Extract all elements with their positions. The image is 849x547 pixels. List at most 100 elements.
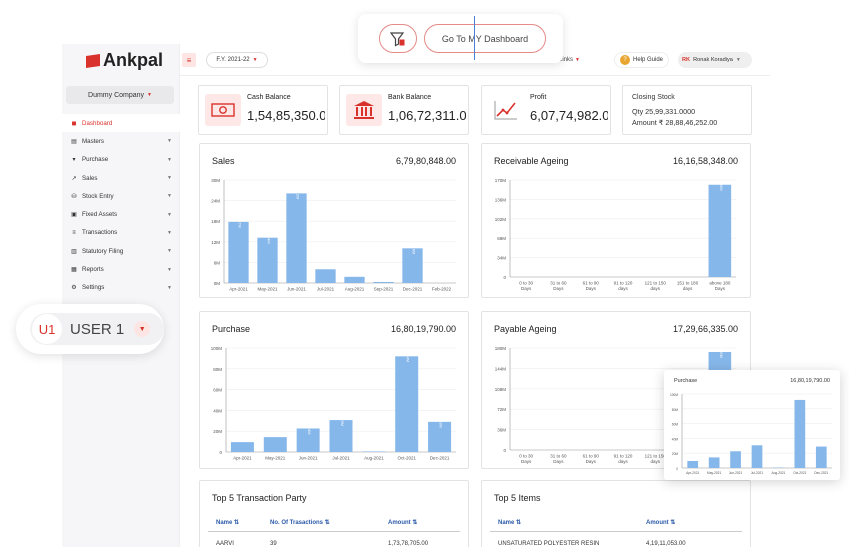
chevron-down-icon: ▼: [575, 57, 580, 63]
sidebar-item-label: Statutory Filing: [82, 247, 124, 255]
profile-menu[interactable]: RK Ronak Koradiya ▼: [678, 52, 752, 68]
y-tick-label: 34M: [497, 256, 506, 261]
x-tick-label: Jun-2021: [287, 287, 306, 292]
fiscal-year-selector[interactable]: F.Y. 2021-22 ▼: [206, 52, 268, 68]
top-items-card: Top 5 Items Name ⇅ Amount ⇅ UNSATURATED …: [481, 480, 751, 547]
y-tick-label: 100M: [211, 346, 223, 351]
dashboard-icon: ◼: [71, 120, 77, 127]
data-label: 13.24M: [267, 230, 272, 244]
sidebar-item-stock-entry[interactable]: ⛁ Stock Entry ▼: [62, 187, 180, 205]
sales-chart-svg: 0M 6M 12M 18M 24M 30M 17.87M Apr-2021 13.24M May-…: [211, 178, 456, 292]
x-tick-label: days: [651, 459, 661, 464]
y-tick-label: 72M: [497, 407, 506, 412]
bar: [263, 437, 287, 452]
filter-button[interactable]: [379, 24, 417, 53]
profile-avatar: RK: [682, 57, 691, 63]
user-switcher[interactable]: U1 USER 1 ▼: [16, 304, 164, 354]
receivable-ageing-card: 0 34M 68M 102M 136M 170M 0 to 30 Days 31 to 60 Da…: [481, 143, 751, 298]
x-tick-label: 0 to 30: [519, 281, 533, 286]
user-avatar: U1: [32, 314, 62, 344]
bank-balance-label: Bank Balance: [388, 94, 432, 101]
x-tick-label: Oct-2021: [793, 471, 806, 475]
bar: [687, 460, 699, 468]
x-tick-label: days: [683, 286, 693, 291]
purchase-chart-popup[interactable]: 0 20M 40M 60M 80M 100M Apr-2021 May-2021 Jun-202…: [664, 370, 840, 480]
y-tick-label: 102M: [495, 217, 507, 222]
chart-total: 17,29,66,335.00: [672, 324, 738, 334]
sidebar-item-transactions[interactable]: ≡ Transactions ▼: [62, 224, 180, 242]
chevron-down-icon: ▼: [167, 229, 172, 236]
y-tick-label: 80M: [213, 367, 222, 372]
logo-text: Ankpal: [103, 50, 164, 70]
closing-stock-label: Closing Stock: [632, 94, 675, 101]
column-header-name[interactable]: Name ⇅: [216, 520, 240, 526]
cash-balance-card: Cash Balance 1,54,85,350.00: [198, 85, 328, 135]
chevron-down-icon[interactable]: ▼: [134, 321, 151, 337]
chevron-down-icon: ▼: [167, 211, 172, 218]
chevron-down-icon: ▼: [167, 138, 172, 145]
user-switcher-inner: U1 USER 1 ▼: [30, 313, 164, 345]
x-tick-label: Jul-2021: [317, 287, 335, 292]
table-title: Top 5 Items: [494, 493, 541, 503]
table-title: Top 5 Transaction Party: [212, 493, 307, 503]
popup_purchase-chart-svg: 0 20M 40M 60M 80M 100M Apr-2021 May-2021 Jun-202…: [670, 393, 832, 475]
x-tick-label: May-2021: [257, 287, 278, 292]
company-selector[interactable]: Dummy Company ▼: [66, 86, 174, 104]
chart-title: Purchase: [212, 324, 251, 334]
x-tick-label: Feb-2022: [432, 287, 452, 292]
x-tick-label: May-2021: [265, 456, 286, 461]
data-label: 30.79M: [340, 413, 345, 427]
chevron-down-icon: ▼: [167, 193, 172, 200]
bar: [373, 281, 394, 283]
sidebar-item-purchase[interactable]: ▾ Purchase ▼: [62, 151, 180, 169]
bank-balance-value: 1,06,72,311.00: [388, 108, 466, 123]
sidebar-item-sales[interactable]: ↗ Sales ▼: [62, 169, 180, 187]
y-tick-label: 30M: [211, 178, 220, 183]
closing-stock-amount: Amount ₹ 28,88,46,252.00: [632, 118, 718, 127]
column-header-name[interactable]: Name ⇅: [498, 520, 522, 526]
sidebar-item-statutory-filing[interactable]: ▥ Statutory Filing ▼: [62, 242, 180, 260]
go-to-my-dashboard-button[interactable]: Go To MY Dashboard: [424, 24, 546, 53]
x-tick-label: days: [651, 286, 661, 291]
y-tick-label: 100M: [670, 393, 678, 397]
column-header-amount[interactable]: Amount ⇅: [388, 520, 418, 526]
chart-total: 16,80,19,790.00: [390, 324, 456, 334]
bar: [362, 451, 386, 452]
table-cell: AARVI: [216, 541, 234, 547]
sidebar-item-reports[interactable]: ▦ Reports ▼: [62, 260, 180, 278]
help-icon: ?: [620, 55, 630, 65]
y-tick-label: 18M: [211, 219, 220, 224]
x-tick-label: Days: [553, 459, 564, 464]
y-tick-label: 60M: [213, 388, 222, 393]
sidebar-item-masters[interactable]: ▤ Masters ▼: [62, 132, 180, 150]
x-tick-label: May-2021: [707, 471, 721, 475]
help-guide-button[interactable]: ? Help Guide: [614, 52, 670, 68]
chart-title: Sales: [212, 156, 235, 166]
logo[interactable]: Ankpal: [86, 50, 163, 71]
y-tick-label: 40M: [213, 408, 222, 413]
chevron-down-icon: ▼: [167, 284, 172, 291]
chart-total: 6,79,80,848.00: [395, 156, 456, 166]
y-tick-label: 40M: [672, 437, 679, 441]
chevron-down-icon: ▼: [167, 266, 172, 273]
sales-chart-card: 0M 6M 12M 18M 24M 30M 17.87M Apr-2021 13.24M May-…: [199, 143, 469, 298]
x-tick-label: 151 to 180: [677, 281, 699, 286]
sidebar-item-dashboard[interactable]: ◼ Dashboard: [62, 114, 180, 133]
sidebar-item-label: Settings: [82, 284, 105, 292]
sidebar-item-fixed-assets[interactable]: ▣ Fixed Assets ▼: [62, 205, 180, 223]
data-label: 17.87M: [238, 214, 243, 228]
y-tick-label: 20M: [672, 452, 679, 456]
sidebar-item-label: Transactions: [82, 229, 118, 237]
x-tick-label: Days: [586, 459, 597, 464]
y-tick-label: 6M: [214, 260, 221, 265]
sidebar-item-label: Sales: [82, 174, 98, 182]
column-header-transactions[interactable]: No. Of Trasactions ⇅: [270, 520, 330, 526]
data-label: 22.64M: [307, 421, 312, 435]
sidebar-item-settings[interactable]: ⚙ Settings ▼: [62, 279, 180, 297]
table-cell: UNSATURATED POLYESTER RESIN: [498, 541, 600, 547]
menu-icon[interactable]: ≡: [182, 53, 196, 67]
y-tick-label: 144M: [495, 366, 507, 371]
column-header-amount[interactable]: Amount ⇅: [646, 520, 676, 526]
x-tick-label: Dec-2021: [403, 287, 423, 292]
